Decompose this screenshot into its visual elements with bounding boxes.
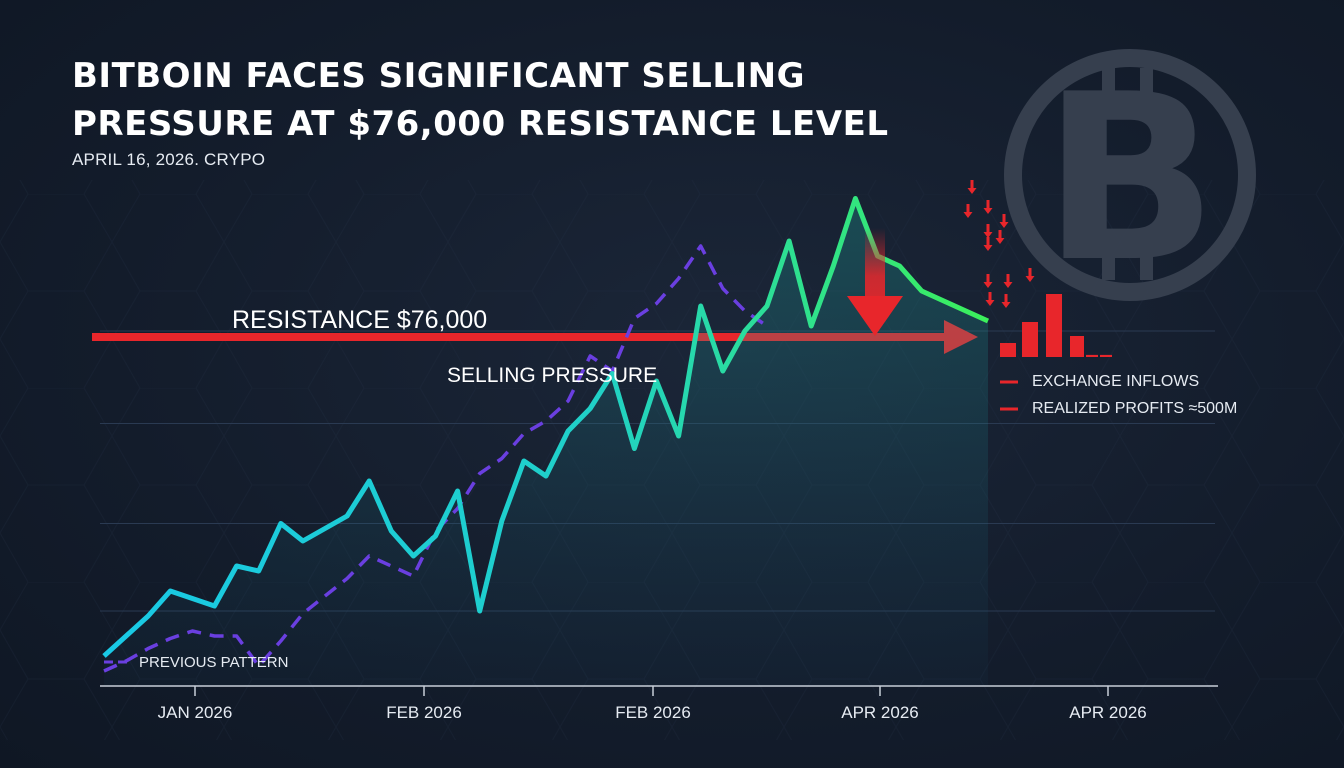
sell-bar	[1100, 354, 1112, 357]
sell-bar	[1086, 354, 1098, 357]
sell-arrow	[1025, 268, 1035, 282]
previous-pattern-series	[103, 244, 768, 673]
selling-pressure-label: SELLING PRESSURE	[447, 364, 658, 387]
sell-arrow	[983, 274, 993, 288]
headline-line-2: PRESSURE AT $76,000 RESISTANCE LEVEL	[72, 104, 889, 144]
sell-arrows	[963, 180, 1035, 308]
legend-exchange-inflows: EXCHANGE INFLOWS	[1032, 373, 1200, 390]
legend-previous-pattern: PREVIOUS PATTERN	[139, 654, 289, 671]
sell-arrow	[983, 237, 993, 251]
sell-bar	[1022, 322, 1038, 357]
x-tick-label: FEB 2026	[386, 703, 462, 722]
sell-arrow	[983, 200, 993, 214]
x-tick-label: APR 2026	[1069, 703, 1147, 722]
x-tick-label: APR 2026	[841, 703, 919, 722]
svg-text:B: B	[1042, 46, 1217, 313]
sell-arrow	[963, 204, 973, 218]
sell-arrow	[1003, 274, 1013, 288]
sell-bar	[1070, 336, 1084, 357]
sell-arrow	[985, 292, 995, 306]
price-series	[102, 196, 990, 658]
x-axis-ticks	[194, 686, 1109, 696]
price-area	[104, 198, 988, 686]
sell-arrow	[983, 224, 993, 238]
sell-arrow	[1001, 294, 1011, 308]
x-tick-label: FEB 2026	[615, 703, 691, 722]
x-tick-label: JAN 2026	[157, 703, 233, 722]
sell-arrow	[999, 214, 1009, 228]
sell-volume-bars	[1000, 294, 1112, 357]
bitcoin-icon: B	[1004, 46, 1256, 313]
headline-line-1: BITBOIN FACES SIGNIFICANT SELLING	[72, 56, 805, 96]
sell-arrow	[995, 230, 1005, 244]
headline: BITBOIN FACES SIGNIFICANT SELLING PRESSU…	[72, 52, 1032, 148]
sell-arrow	[967, 180, 977, 194]
legend-realized-profits: REALIZED PROFITS ≈500M	[1032, 400, 1238, 417]
resistance-label: RESISTANCE $76,000	[232, 306, 488, 334]
sell-bar	[1000, 343, 1016, 357]
dateline: APRIL 16, 2026. CRYPO	[72, 150, 266, 169]
sell-bar	[1046, 294, 1062, 357]
selling-down-arrow	[847, 228, 903, 336]
